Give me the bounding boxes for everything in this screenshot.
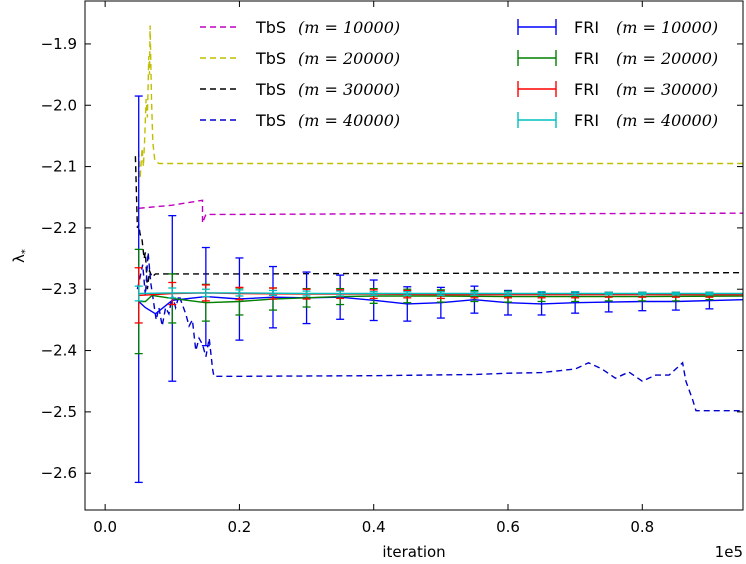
legend-label: TbS [255, 80, 286, 99]
series-layer [134, 25, 743, 484]
series-1 [138, 25, 743, 179]
y-tick-label: −2.4 [41, 342, 77, 360]
legend-label-param: (m = 20000) [298, 49, 400, 68]
y-tick-label: −2.2 [41, 219, 77, 237]
legend-item-4: FRI (m = 10000) [517, 18, 718, 37]
x-tick-label: 0.4 [362, 518, 386, 536]
legend-label: FRI [574, 18, 599, 37]
x-axis-label: iteration [382, 543, 445, 561]
legend-item-6: FRI (m = 30000) [517, 80, 718, 99]
legend-label: TbS [255, 49, 286, 68]
y-axis-label-subscript: * [20, 249, 31, 254]
x-tick-label: 0.2 [227, 518, 251, 536]
x-tick-label: 0.8 [630, 518, 654, 536]
x-axis-offset-text: 1e5 [715, 543, 743, 561]
legend-label-param: (m = 10000) [298, 18, 400, 37]
legend-label: TbS [255, 111, 286, 130]
y-tick-label: −1.9 [41, 35, 77, 53]
y-tick-label: −2.5 [41, 403, 77, 421]
legend-item-5: FRI (m = 20000) [517, 49, 718, 68]
y-tick-label: −2.6 [41, 464, 77, 482]
series-line-3 [136, 252, 743, 412]
series-3 [136, 252, 743, 412]
legend-label-param: (m = 30000) [616, 80, 718, 99]
legend-label-param: (m = 40000) [298, 111, 400, 130]
series-line-1 [138, 25, 743, 179]
series-2 [134, 156, 743, 290]
legend-item-2: TbS (m = 30000) [200, 80, 400, 99]
legend-item-0: TbS (m = 10000) [200, 18, 400, 37]
axes-layer: 0.0 0.2 0.4 0.6 0.8 −2.6 −2.5 −2.4 −2.3 −2.2 −2.1 −… [41, 0, 744, 536]
x-tick-label: 0.0 [93, 518, 117, 536]
legend-label-param: (m = 40000) [616, 111, 718, 130]
legend: TbS (m = 10000) TbS (m = 20000) TbS (m = 3000… [200, 18, 718, 130]
legend-item-3: TbS (m = 40000) [200, 111, 400, 130]
y-axis-label: λ* [10, 249, 31, 263]
legend-label: TbS [255, 18, 286, 37]
series-line-0 [138, 199, 743, 224]
y-axis-label-symbol: λ [10, 254, 28, 263]
series-line-7 [138, 292, 743, 295]
y-tick-label: −2.0 [41, 96, 77, 114]
svg-text:λ*: λ* [10, 249, 31, 263]
plot-frame [84, 0, 744, 511]
legend-label: FRI [574, 111, 599, 130]
legend-item-1: TbS (m = 20000) [200, 49, 400, 68]
y-tick-label: −2.1 [41, 158, 77, 176]
legend-label: FRI [574, 49, 599, 68]
legend-label-param: (m = 10000) [616, 18, 718, 37]
legend-item-7: FRI (m = 40000) [517, 111, 718, 130]
series-0 [138, 199, 743, 224]
legend-label-param: (m = 20000) [616, 49, 718, 68]
y-tick-label: −2.3 [41, 280, 77, 298]
legend-label: FRI [574, 80, 599, 99]
x-tick-label: 0.6 [496, 518, 520, 536]
series-7 [134, 285, 743, 302]
legend-label-param: (m = 30000) [298, 80, 400, 99]
series-line-2 [134, 156, 743, 290]
